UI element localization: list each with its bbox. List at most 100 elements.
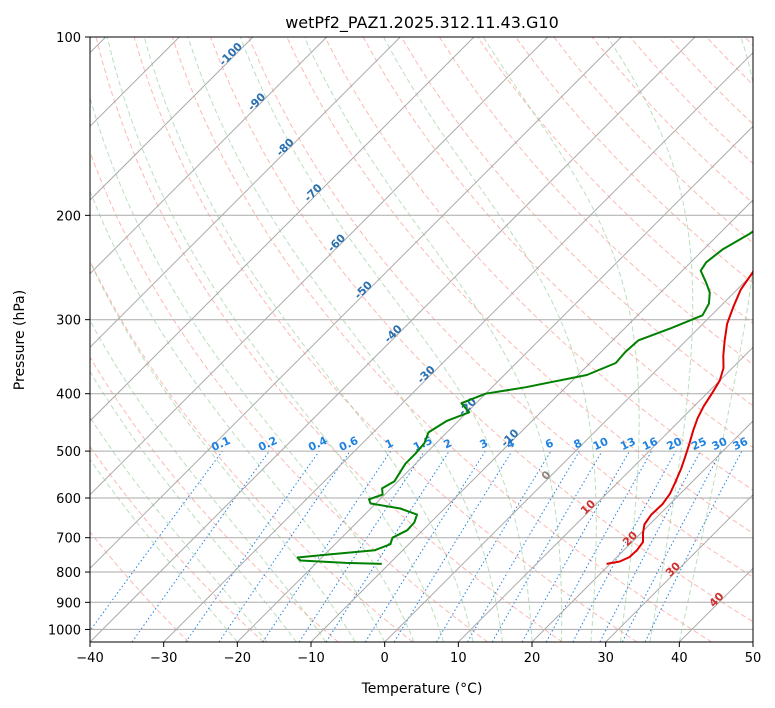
moist-adiabat: [90, 416, 268, 642]
dry-adiabat: [90, 531, 190, 642]
y-tick-label: 900: [56, 596, 81, 611]
mixing-ratio-label: 36: [731, 435, 751, 453]
isotherm-label: -70: [302, 181, 325, 204]
isotherm-label: -30: [415, 363, 438, 386]
dry-adiabat: [668, 37, 753, 125]
mixing-ratio-label: 25: [689, 435, 708, 453]
x-tick-label: 20: [524, 651, 541, 666]
chart-title: wetPf2_PAZ1.2025.312.11.43.G10: [285, 13, 559, 33]
dry-adiabat: [744, 37, 753, 47]
plot-frame: [89, 36, 754, 643]
x-tick-label: −20: [224, 651, 251, 666]
isotherm: [752, 641, 753, 642]
isotherm: [163, 51, 753, 642]
moist-adiabat: [239, 37, 533, 642]
x-tick-label: −10: [297, 651, 324, 666]
isotherms: [90, 37, 753, 642]
plot-area: 0.1 0.2 0.4 0.6 1 1.5 2 3 4 6 8 10 13 16 20 25 30 36-100-…: [90, 37, 753, 642]
isotherm: [90, 37, 254, 201]
mixing-ratio-label: 1: [383, 436, 395, 451]
isotherm-label: -50: [352, 278, 375, 301]
isotherm: [678, 567, 753, 642]
temperature-profile-line: [606, 269, 753, 565]
moist-adiabat: [143, 37, 474, 642]
mixing-ratio-line: [298, 450, 425, 642]
mixing-ratio-line: [467, 450, 580, 642]
isotherm: [90, 37, 622, 570]
isotherm-label: -10: [498, 426, 521, 449]
moist-adiabat: [187, 37, 503, 642]
dewpoint-profile-line: [296, 230, 753, 565]
isotherm: [90, 37, 549, 496]
isotherm: [310, 199, 753, 642]
moist-adiabat: [383, 37, 597, 642]
dry-adiabat: [90, 356, 339, 642]
moist-adiabat: [90, 458, 238, 642]
dry-adiabat: [210, 37, 753, 623]
moist-adiabats: [90, 37, 753, 642]
dry-adiabat: [706, 37, 753, 86]
dry-adiabat: [90, 150, 488, 642]
moist-adiabat: [607, 37, 694, 642]
y-tick-label: 200: [56, 209, 81, 224]
mixing-ratio-line: [262, 450, 392, 642]
moist-adiabat: [106, 37, 445, 642]
x-axis-label: Temperature (°C): [361, 681, 483, 697]
dry-adiabat: [90, 445, 264, 642]
mixing-ratio-line: [393, 450, 513, 642]
mixing-ratio-line: [521, 450, 630, 642]
dry-adiabat: [248, 37, 753, 578]
isotherm-label: -100: [216, 40, 245, 69]
dry-adiabats: [90, 37, 753, 642]
x-tick-label: 30: [597, 651, 614, 666]
isotherm: [605, 493, 753, 642]
isotherm: [90, 37, 475, 422]
isotherm: [531, 420, 753, 642]
x-tick-label: 50: [745, 651, 762, 666]
y-tick-label: 800: [56, 566, 81, 581]
isotherm: [90, 37, 401, 349]
mixing-ratio-lines: [90, 450, 743, 642]
mixing-ratio-line: [218, 450, 351, 642]
dry-adiabat: [400, 37, 753, 407]
y-axis-ticks: 100 200 300 400 500 600 700 800 900 1000: [48, 31, 90, 638]
dry-adiabat: [515, 37, 753, 284]
mixing-ratio-line: [572, 450, 677, 642]
dry-adiabat: [438, 37, 753, 366]
isotherm: [90, 37, 328, 275]
dry-adiabat: [362, 37, 753, 449]
mixing-ratio-label: 13: [618, 435, 637, 453]
y-tick-label: 600: [56, 492, 81, 507]
moist-adiabat: [90, 260, 356, 642]
y-tick-label: 300: [56, 314, 81, 329]
isotherm: [90, 37, 696, 642]
mixing-ratio-label: 30: [710, 435, 730, 453]
moist-adiabat: [90, 189, 386, 642]
moist-adiabat: [90, 319, 327, 642]
dry-adiabat: [133, 37, 638, 642]
dry-adiabat: [171, 37, 712, 642]
mixing-ratio-line: [185, 450, 320, 642]
x-tick-label: −30: [150, 651, 177, 666]
x-tick-label: 0: [381, 651, 389, 666]
y-tick-label: 100: [56, 31, 81, 46]
isotherm-label: 10: [578, 497, 598, 517]
mixing-ratio-label: 10: [591, 435, 611, 453]
x-tick-label: 10: [450, 651, 467, 666]
isotherm: [457, 346, 753, 642]
mixing-ratio-label: 6: [543, 436, 556, 451]
isotherm-label: 30: [663, 559, 683, 579]
pressure-gridlines: [90, 37, 753, 630]
moist-adiabat: [482, 37, 640, 642]
isopleth-labels: 0.1 0.2 0.4 0.6 1 1.5 2 3 4 6 8 10 13 16 20 25 30 36-100-…: [209, 40, 750, 610]
y-tick-label: 500: [56, 445, 81, 460]
x-tick-label: −40: [76, 651, 103, 666]
isotherm-label: -80: [274, 135, 297, 158]
mixing-ratio-line: [644, 450, 743, 642]
x-tick-label: 40: [671, 651, 688, 666]
profile-series: [296, 230, 753, 565]
isotherm: [236, 125, 753, 642]
isotherm-label: -60: [325, 231, 348, 254]
dry-adiabat: [591, 37, 753, 204]
